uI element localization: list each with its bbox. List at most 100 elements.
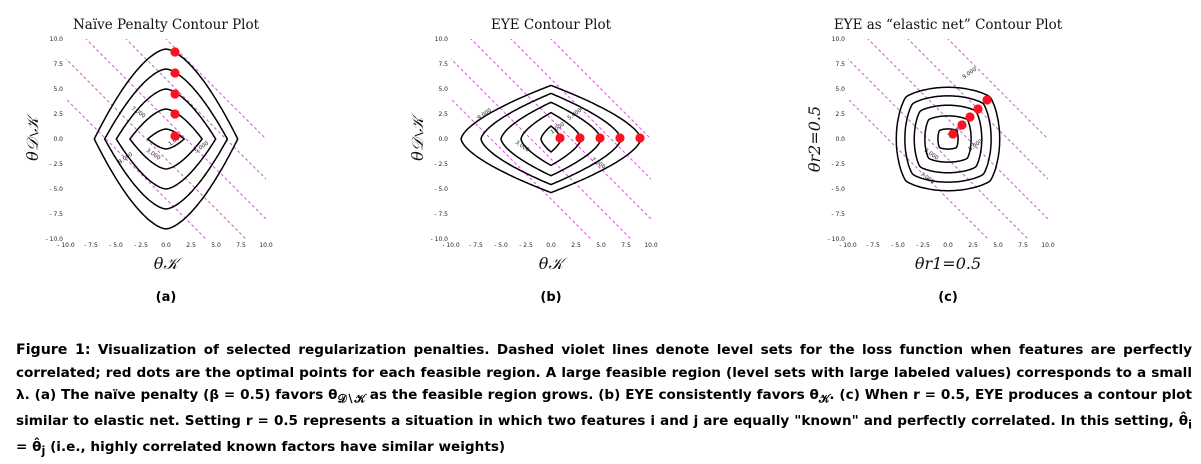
y-tick-label: 7.5 <box>438 61 448 68</box>
x-tick-label: - 7.5 <box>866 242 880 249</box>
caption-text-2: as the feasible region grows. (b) EYE co… <box>364 387 819 403</box>
optimal-point <box>957 120 967 130</box>
x-tick-label: - 5.0 <box>494 242 508 249</box>
optimal-point <box>973 104 983 114</box>
contour-line-3 <box>128 108 204 170</box>
x-tick-label: - 2.5 <box>134 242 148 249</box>
y-tick-label: 10.0 <box>832 36 846 43</box>
levelset-line <box>867 39 1048 220</box>
contour-label: 3.000 <box>145 148 162 162</box>
x-tick-label: 10.0 <box>644 242 658 249</box>
y-tick-label: 2.5 <box>53 111 63 118</box>
panel-sublabel: (c) <box>938 290 958 305</box>
optimal-point <box>170 89 180 99</box>
panel-title: Naïve Penalty Contour Plot <box>73 17 260 33</box>
figure-1: 1.000 3.000 5.000 7.000 9.000- 10.0- 10.0- 7… <box>23 17 1063 305</box>
x-tick-label: 5.0 <box>993 242 1003 249</box>
panel-sublabel: (a) <box>156 290 177 305</box>
optimal-point <box>170 47 180 57</box>
contour-line-9 <box>895 86 1001 192</box>
y-tick-label: 7.5 <box>53 61 63 68</box>
caption-text-5: (i.e., highly correlated known factors h… <box>45 439 506 456</box>
y-tick-label: - 7.5 <box>49 211 63 218</box>
contour-line-9 <box>93 48 239 230</box>
y-tick-label: - 10.0 <box>46 236 64 243</box>
contour-line-9 <box>460 84 642 194</box>
optimal-point <box>965 112 975 122</box>
x-tick-label: 5.0 <box>211 242 221 249</box>
y-tick-label: - 7.5 <box>434 211 448 218</box>
y-tick-label: 5.0 <box>835 86 845 93</box>
optimal-point <box>982 95 992 105</box>
x-tick-label: - 5.0 <box>109 242 123 249</box>
x-tick-label: 10.0 <box>259 242 273 249</box>
caption-text-4: = θ̂ <box>16 439 42 456</box>
levelset-line <box>510 39 651 180</box>
y-axis-label: θr2=0.5 <box>805 106 824 172</box>
x-tick-label: - 2.5 <box>916 242 930 249</box>
y-tick-label: - 10.0 <box>828 236 846 243</box>
caption-lead: Figure 1: <box>16 342 91 358</box>
y-tick-label: 5.0 <box>438 86 448 93</box>
levelset-line <box>550 39 651 140</box>
caption-sub-2: 𝒦 <box>818 391 830 406</box>
optimal-point <box>170 68 180 78</box>
y-tick-label: - 2.5 <box>49 161 63 168</box>
x-tick-label: - 7.5 <box>84 242 98 249</box>
optimal-point <box>948 129 958 139</box>
levelset-line <box>907 39 1048 180</box>
levelset-line <box>848 98 989 239</box>
x-tick-label: - 10.0 <box>57 242 75 249</box>
x-axis-label: θ𝒦 <box>154 254 184 273</box>
levelset-line <box>165 39 266 140</box>
y-axis-label: θ𝒟∖𝒦 <box>408 112 427 161</box>
x-tick-label: 0.0 <box>546 242 556 249</box>
y-tick-label: - 5.0 <box>434 186 448 193</box>
x-axis-label: θr1=0.5 <box>915 254 981 273</box>
optimal-point <box>635 133 645 143</box>
y-tick-label: 2.5 <box>438 111 448 118</box>
x-tick-label: 7.5 <box>236 242 246 249</box>
contour-line-1 <box>146 128 186 150</box>
levelset-line <box>451 98 592 239</box>
caption-sub-4: j <box>41 444 46 459</box>
y-tick-label: 2.5 <box>835 111 845 118</box>
figure-caption: Figure 1: Visualization of selected regu… <box>16 339 1192 463</box>
x-tick-label: 5.0 <box>596 242 606 249</box>
contour-line-5 <box>500 101 602 177</box>
y-tick-label: - 10.0 <box>431 236 449 243</box>
x-tick-label: - 2.5 <box>519 242 533 249</box>
panel-title: EYE Contour Plot <box>491 17 612 33</box>
contour-line-7 <box>103 68 229 210</box>
contour-line-1 <box>540 124 562 154</box>
y-tick-label: - 7.5 <box>831 211 845 218</box>
x-tick-label: 7.5 <box>1018 242 1028 249</box>
optimal-point <box>170 109 180 119</box>
y-tick-label: 5.0 <box>53 86 63 93</box>
y-tick-label: 10.0 <box>435 36 449 43</box>
y-tick-label: - 2.5 <box>831 161 845 168</box>
contour-line-5 <box>115 88 217 190</box>
contour-line-3 <box>520 111 582 167</box>
optimal-point <box>615 133 625 143</box>
contour-line-3 <box>924 115 972 163</box>
x-tick-label: 2.5 <box>968 242 978 249</box>
x-tick-label: 10.0 <box>1041 242 1055 249</box>
panel-title: EYE as “elastic net” Contour Plot <box>834 17 1063 33</box>
optimal-point <box>555 133 565 143</box>
optimal-point <box>595 133 605 143</box>
x-tick-label: - 10.0 <box>839 242 857 249</box>
contour-line-7 <box>904 95 992 183</box>
panel-sublabel: (b) <box>540 290 561 305</box>
levelset-line <box>85 39 266 220</box>
x-tick-label: 2.5 <box>186 242 196 249</box>
y-tick-label: - 5.0 <box>831 186 845 193</box>
levelset-line <box>470 39 651 220</box>
y-tick-label: 0.0 <box>835 136 845 143</box>
x-tick-label: 0.0 <box>943 242 953 249</box>
